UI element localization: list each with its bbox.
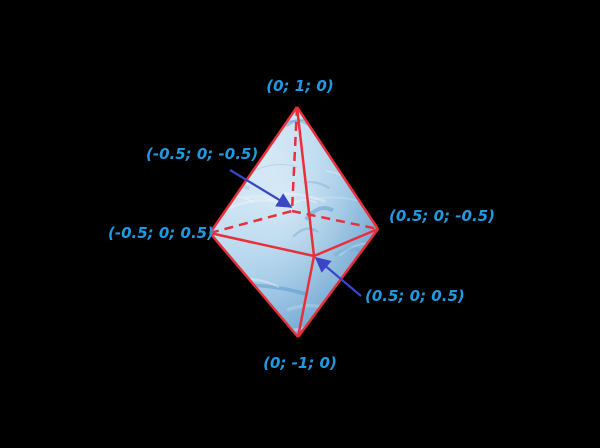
ice-streak — [326, 140, 356, 146]
ice-streak — [338, 242, 378, 257]
ice-streak — [376, 175, 378, 183]
ice-streak — [219, 109, 262, 118]
edge-left-frontright — [209, 231, 315, 258]
ice-streak — [219, 134, 261, 145]
vertex-labels: (0; 1; 0) (0; -1; 0) (-0.5; 0; 0.5) (0.5… — [108, 77, 495, 372]
visible-edges — [208, 106, 380, 338]
ice-streak — [210, 279, 246, 290]
ice-streak — [253, 283, 309, 297]
ice-streak — [218, 304, 264, 314]
octahedron-highlight — [210, 107, 378, 337]
label-bottom-vertex: (0; -1; 0) — [263, 354, 337, 372]
label-right-front-vertex: (0.5; 0; 0.5) — [365, 287, 465, 305]
edge-top-left — [208, 106, 299, 234]
edge-frontright-bottom — [296, 255, 316, 338]
ice-streak — [322, 113, 364, 124]
hidden-edge-top-leftback — [290, 106, 299, 212]
label-left-front-vertex: (-0.5; 0; 0.5) — [108, 224, 214, 242]
ice-streak — [365, 155, 378, 169]
ice-streak — [316, 113, 354, 127]
edge-right-bottom — [296, 228, 380, 338]
hidden-edges — [209, 106, 379, 235]
label-top-vertex: (0; 1; 0) — [266, 77, 333, 95]
arrow-to-right-front-vertex — [314, 257, 362, 297]
ice-streak — [219, 321, 250, 332]
ice-streak — [353, 140, 378, 149]
edge-top-frontright — [295, 106, 316, 257]
ice-streak — [219, 112, 249, 123]
pointer-arrows — [229, 169, 362, 297]
ice-streak — [292, 227, 319, 238]
label-right-back-vertex: (0.5; 0; -0.5) — [389, 207, 495, 225]
edge-frontright-right — [313, 227, 379, 258]
ice-streak — [323, 308, 354, 317]
edge-left-bottom — [209, 232, 299, 338]
ice-streak — [285, 119, 309, 128]
edge-top-right — [295, 106, 380, 230]
ice-streak — [226, 310, 274, 318]
label-left-back-vertex: (-0.5; 0; -0.5) — [146, 145, 258, 163]
ice-streak — [346, 318, 378, 332]
ice-streak — [304, 206, 334, 221]
arrow-to-left-back-vertex — [229, 169, 293, 208]
